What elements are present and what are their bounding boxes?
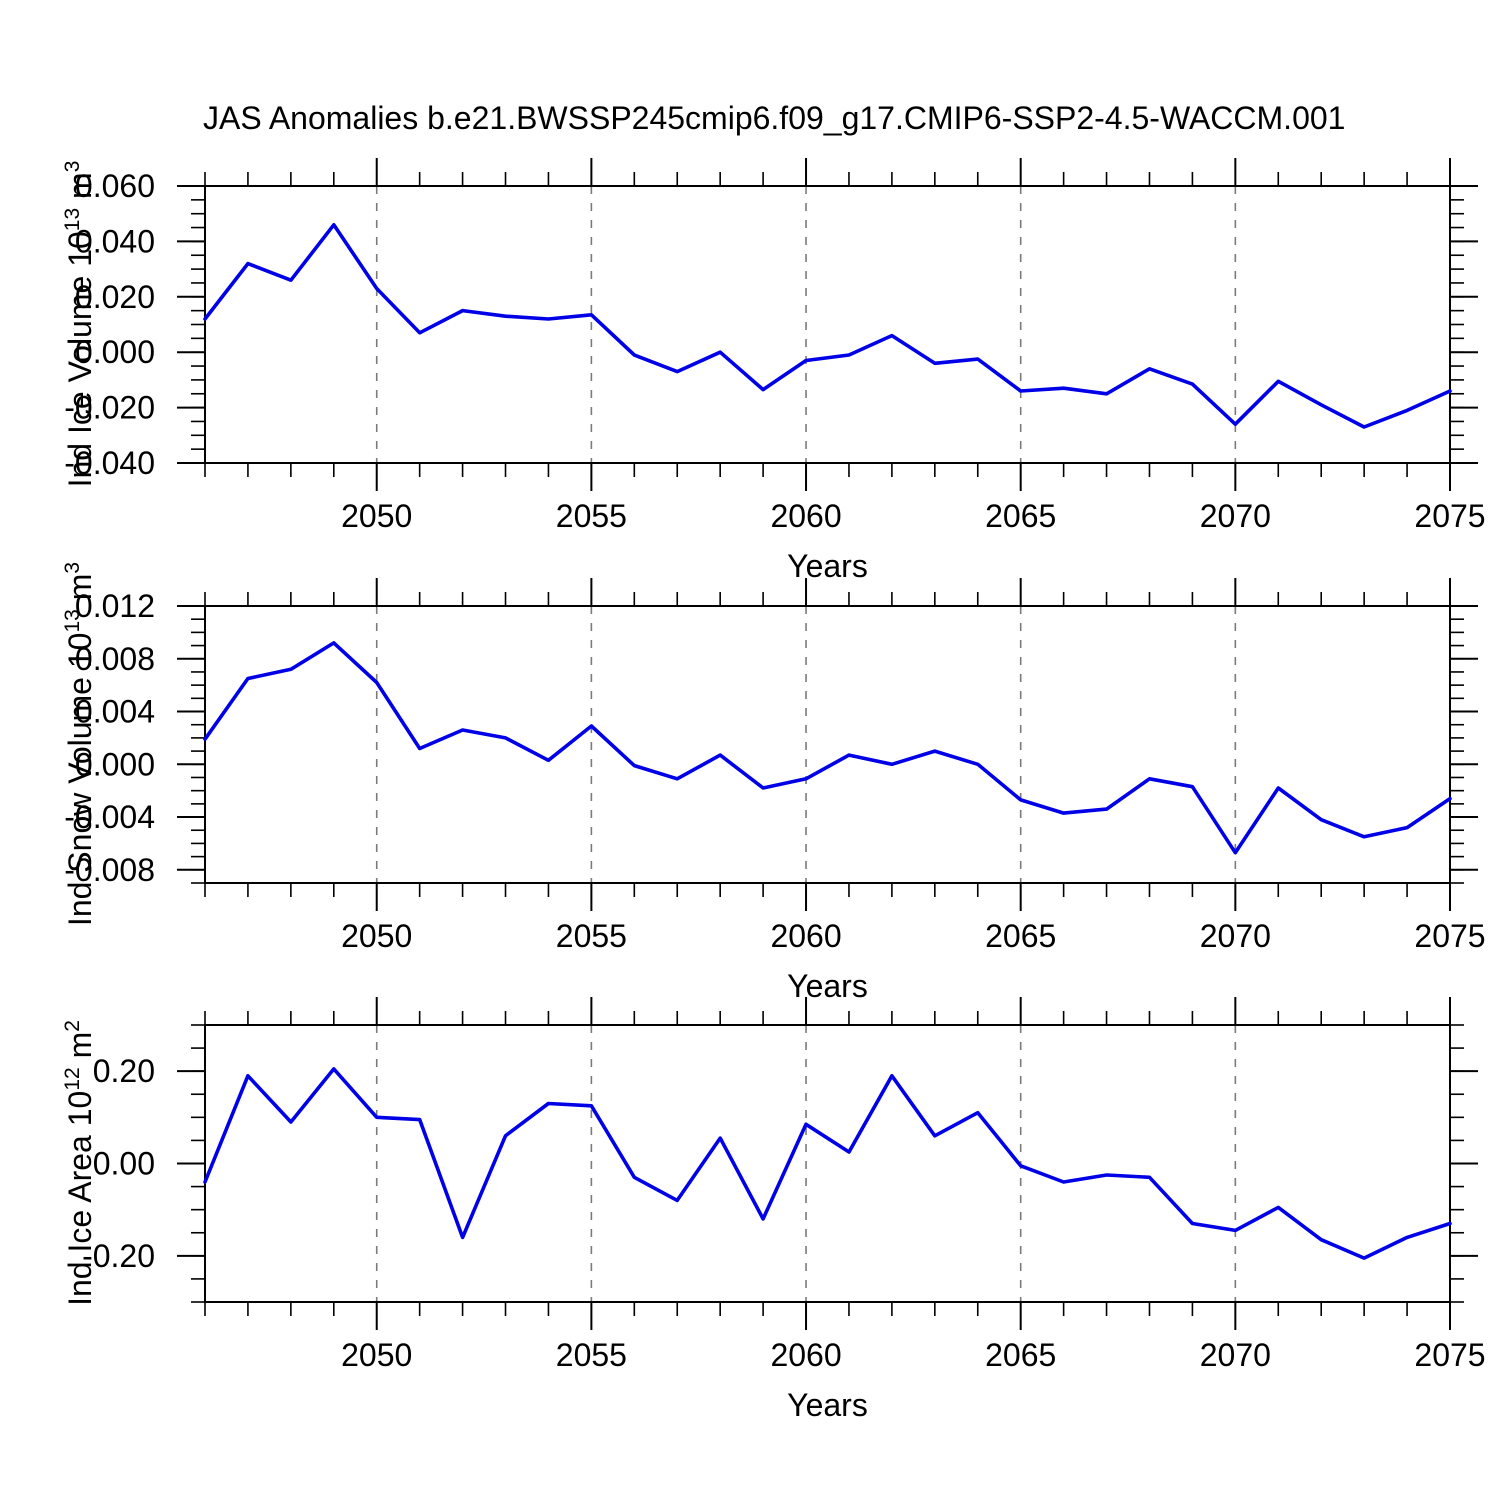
y-tick-label: 0.020 [75, 279, 155, 315]
y-tick-label: 0.20 [93, 1053, 155, 1089]
y-tick-label: -0.004 [64, 799, 155, 835]
x-tick-label: 2070 [1200, 498, 1271, 534]
y-tick-label: -0.020 [64, 390, 155, 426]
y-tick-label: 0.000 [75, 334, 155, 370]
data-line-ind-ice-volume [203, 223, 1452, 429]
y-tick-label: -0.040 [64, 445, 155, 481]
x-tick-label: 2070 [1200, 1337, 1271, 1373]
data-line-ind-snow-volume [203, 641, 1452, 855]
y-tick-label: -0.20 [82, 1238, 155, 1274]
x-tick-label: 2060 [770, 498, 841, 534]
x-tick-label: 2075 [1414, 498, 1485, 534]
x-tick-label: 2055 [556, 1337, 627, 1373]
y-tick-label: 0.040 [75, 223, 155, 259]
y-tick-label: -0.008 [64, 852, 155, 888]
x-tick-label: 2065 [985, 1337, 1056, 1373]
x-tick-label: 2075 [1414, 1337, 1485, 1373]
x-tick-label: 2070 [1200, 918, 1271, 954]
x-tick-label: 2055 [556, 498, 627, 534]
panel-ind-snow-volume: 0.012 0.008 0.004 0.000 -0.004 -0.008 2050 2055… [64, 578, 1486, 1004]
x-tick-label: 2055 [556, 918, 627, 954]
x-tick-label: 2060 [770, 918, 841, 954]
panel-frame [204, 1024, 1451, 1303]
y-tick-label: 0.012 [75, 588, 155, 624]
x-tick-label: 2065 [985, 498, 1056, 534]
panel-frame [204, 185, 1451, 464]
x-axis-title: Years [787, 968, 868, 1004]
x-tick-label: 2065 [985, 918, 1056, 954]
y-tick-label: 0.008 [75, 641, 155, 677]
x-tick-label: 2050 [341, 1337, 412, 1373]
data-line-ind-ice-area [203, 1067, 1452, 1260]
y-tick-label: 0.004 [75, 694, 155, 730]
y-tick-label: 0.060 [75, 168, 155, 204]
x-axis-title: Years [787, 1387, 868, 1423]
x-axis-title: Years [787, 548, 868, 584]
y-tick-label: 0.000 [75, 746, 155, 782]
x-tick-label: 2050 [341, 498, 412, 534]
y-tick-label: 0.00 [93, 1146, 155, 1182]
x-tick-label: 2075 [1414, 918, 1485, 954]
panel-ind-ice-volume: 0.060 0.040 0.020 0.000 -0.020 -0.040 2050 2055… [64, 158, 1486, 584]
panel-ind-ice-area: 0.20 0.00 -0.20 2050 2055 2060 2065 2070 2075 Yea… [82, 997, 1486, 1423]
chart-title: JAS Anomalies b.e21.BWSSP245cmip6.f09_g1… [203, 100, 1346, 136]
panel-frame [204, 605, 1451, 884]
x-tick-label: 2060 [770, 1337, 841, 1373]
x-tick-label: 2050 [341, 918, 412, 954]
